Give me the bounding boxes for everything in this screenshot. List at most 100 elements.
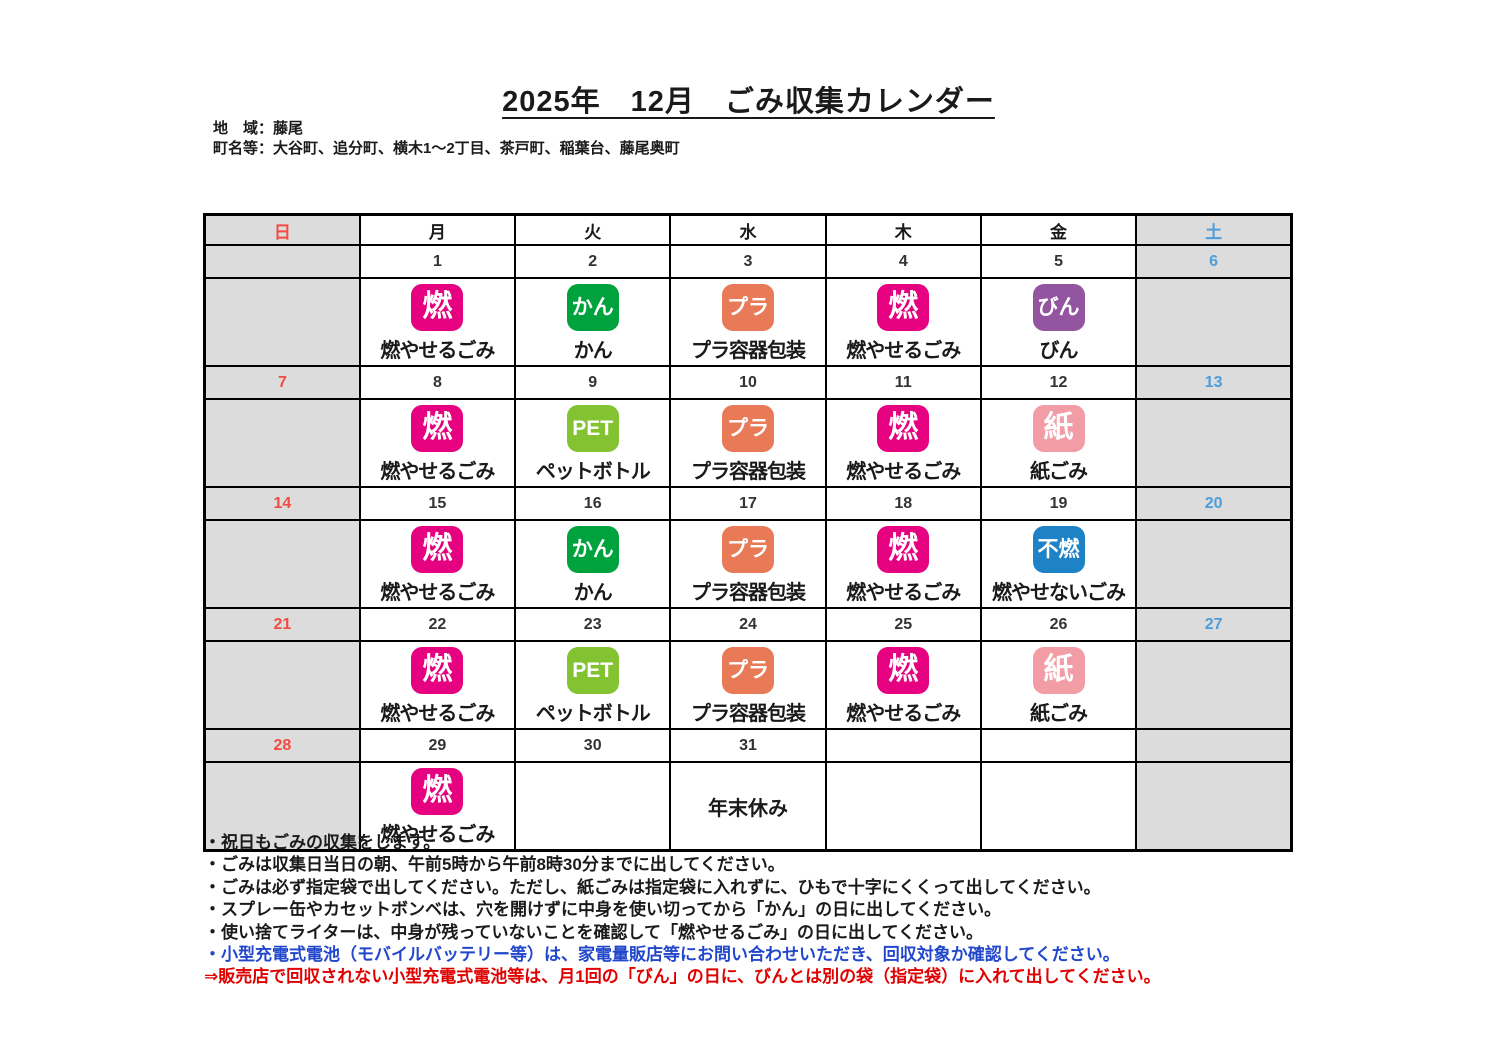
- date-cell: 27: [1135, 607, 1293, 642]
- day-header-cell: 木: [824, 213, 982, 246]
- note-line: ・スプレー缶やカセットボンベは、穴を開けずに中身を使い切ってから「かん」の日に出…: [204, 900, 1002, 920]
- entry-cell: かん かん: [514, 519, 672, 609]
- entry-cell: [203, 277, 361, 367]
- garbage-badge: PET: [566, 404, 619, 452]
- garbage-label: 燃やせるごみ: [380, 581, 495, 604]
- day-header-cell: 日: [203, 213, 361, 246]
- date-cell: 21: [203, 607, 361, 642]
- garbage-badge: 燃: [877, 646, 930, 694]
- garbage-badge: 不燃: [1032, 525, 1085, 573]
- garbage-label: プラ容器包装: [690, 339, 806, 362]
- garbage-badge: 燃: [411, 767, 464, 815]
- garbage-badge: 燃: [411, 404, 464, 452]
- garbage-badge: 燃: [411, 283, 464, 331]
- entry-cell: 紙紙ごみ: [979, 640, 1138, 730]
- garbage-label: 燃やせないごみ: [992, 581, 1126, 604]
- entry-cell: [979, 761, 1138, 852]
- garbage-label: 紙ごみ: [1030, 702, 1088, 725]
- note-line-battery-info: ・小型充電式電池（モバイルバッテリー等）は、家電量販店等にお問い合わせいただき、…: [204, 945, 1120, 965]
- date-cell: 2: [514, 244, 672, 279]
- entry-cell: PET ペットボトル: [514, 640, 672, 730]
- garbage-label: 燃やせるごみ: [846, 460, 961, 483]
- garbage-label: 燃やせるごみ: [846, 339, 961, 362]
- date-cell: 28: [203, 728, 361, 763]
- garbage-label: かん: [573, 339, 613, 362]
- entry-cell: プラ プラ容器包装: [669, 398, 827, 488]
- entry-cell: 燃燃やせるごみ: [824, 519, 982, 609]
- garbage-label: かん: [573, 581, 613, 604]
- entry-cell: プラ プラ容器包装: [669, 519, 827, 609]
- note-line-battery-disposal: ⇒販売店で回収されない小型充電式電池等は、月1回の「びん」の日に、びんとは別の袋…: [204, 967, 1161, 987]
- date-cell: 25: [824, 607, 982, 642]
- entry-cell: [1135, 519, 1293, 609]
- note-line: ・ごみは収集日当日の朝、午前5時から午前8時30分までに出してください。: [204, 855, 785, 875]
- date-cell: 3: [669, 244, 827, 279]
- garbage-badge: びん: [1032, 283, 1085, 331]
- garbage-badge: 紙: [1032, 404, 1085, 452]
- date-cell: 14: [203, 486, 361, 521]
- garbage-label: プラ容器包装: [690, 460, 806, 483]
- entry-cell: [514, 761, 672, 852]
- area-towns: 町名等：大谷町、追分町、横木1～2丁目、茶戸町、稲葉台、藤尾奥町: [213, 140, 680, 157]
- note-line: ・ごみは必ず指定袋で出してください。ただし、紙ごみは指定袋に入れずに、ひもで十字…: [204, 877, 1101, 897]
- date-cell: [1135, 728, 1293, 763]
- day-header-cell: 土: [1135, 213, 1293, 246]
- day-header-cell: 月: [358, 213, 517, 246]
- date-cell: 13: [1135, 365, 1293, 400]
- garbage-badge: 燃: [877, 404, 930, 452]
- garbage-label: 燃やせるごみ: [846, 581, 961, 604]
- date-cell: 17: [669, 486, 827, 521]
- date-cell: 18: [824, 486, 982, 521]
- date-cell: 6: [1135, 244, 1293, 279]
- entry-cell: 燃燃やせるごみ: [824, 398, 982, 488]
- entry-cell: [203, 640, 361, 730]
- entry-cell: 燃燃やせるごみ: [358, 519, 517, 609]
- entry-cell: 年末休み: [669, 761, 827, 852]
- date-cell: 20: [1135, 486, 1293, 521]
- date-cell: 19: [979, 486, 1138, 521]
- garbage-badge: かん: [566, 283, 619, 331]
- garbage-badge: PET: [566, 646, 619, 694]
- entry-cell: [203, 519, 361, 609]
- page-title: 2025年 12月 ごみ収集カレンダー: [502, 86, 995, 118]
- entry-cell: [203, 398, 361, 488]
- day-header-cell: 金: [979, 213, 1138, 246]
- entry-cell: 紙紙ごみ: [979, 398, 1138, 488]
- garbage-badge: プラ: [721, 283, 774, 331]
- calendar-table: 日月火水木金土 1 2 3 4 5 6 燃燃やせるごみ かん かん プラ プラ容器包装燃燃やせるごみび…: [203, 213, 1293, 852]
- garbage-badge: 燃: [877, 283, 930, 331]
- garbage-badge: 燃: [877, 525, 930, 573]
- date-cell: 31: [669, 728, 827, 763]
- entry-cell: [1135, 640, 1293, 730]
- date-cell: [979, 728, 1138, 763]
- date-cell: [824, 728, 982, 763]
- garbage-label: 燃やせるごみ: [380, 339, 495, 362]
- entry-cell: [1135, 277, 1293, 367]
- date-cell: 26: [979, 607, 1138, 642]
- garbage-label: 燃やせるごみ: [380, 460, 495, 483]
- garbage-badge: プラ: [721, 525, 774, 573]
- day-header-cell: 火: [514, 213, 672, 246]
- entry-cell: 燃燃やせるごみ: [824, 640, 982, 730]
- date-cell: 10: [669, 365, 827, 400]
- garbage-label: プラ容器包装: [690, 702, 806, 725]
- date-cell: 7: [203, 365, 361, 400]
- date-cell: 16: [514, 486, 672, 521]
- garbage-badge: プラ: [721, 404, 774, 452]
- day-header-cell: 水: [669, 213, 827, 246]
- date-cell: 29: [358, 728, 517, 763]
- garbage-label: 燃やせるごみ: [380, 823, 495, 846]
- garbage-badge: 燃: [411, 646, 464, 694]
- date-cell: 1: [358, 244, 517, 279]
- garbage-badge: かん: [566, 525, 619, 573]
- date-cell: 30: [514, 728, 672, 763]
- date-cell: [203, 244, 361, 279]
- entry-cell: 燃燃やせるごみ: [824, 277, 982, 367]
- date-cell: 23: [514, 607, 672, 642]
- note-line: ・使い捨てライターは、中身が残っていないことを確認して「燃やせるごみ」の日に出し…: [204, 922, 983, 942]
- garbage-label: ペットボトル: [535, 460, 651, 483]
- note-line: ・祝日もごみの収集をします。: [204, 833, 441, 852]
- year-end-holiday-note: 年末休み: [707, 797, 788, 820]
- garbage-badge: プラ: [721, 646, 774, 694]
